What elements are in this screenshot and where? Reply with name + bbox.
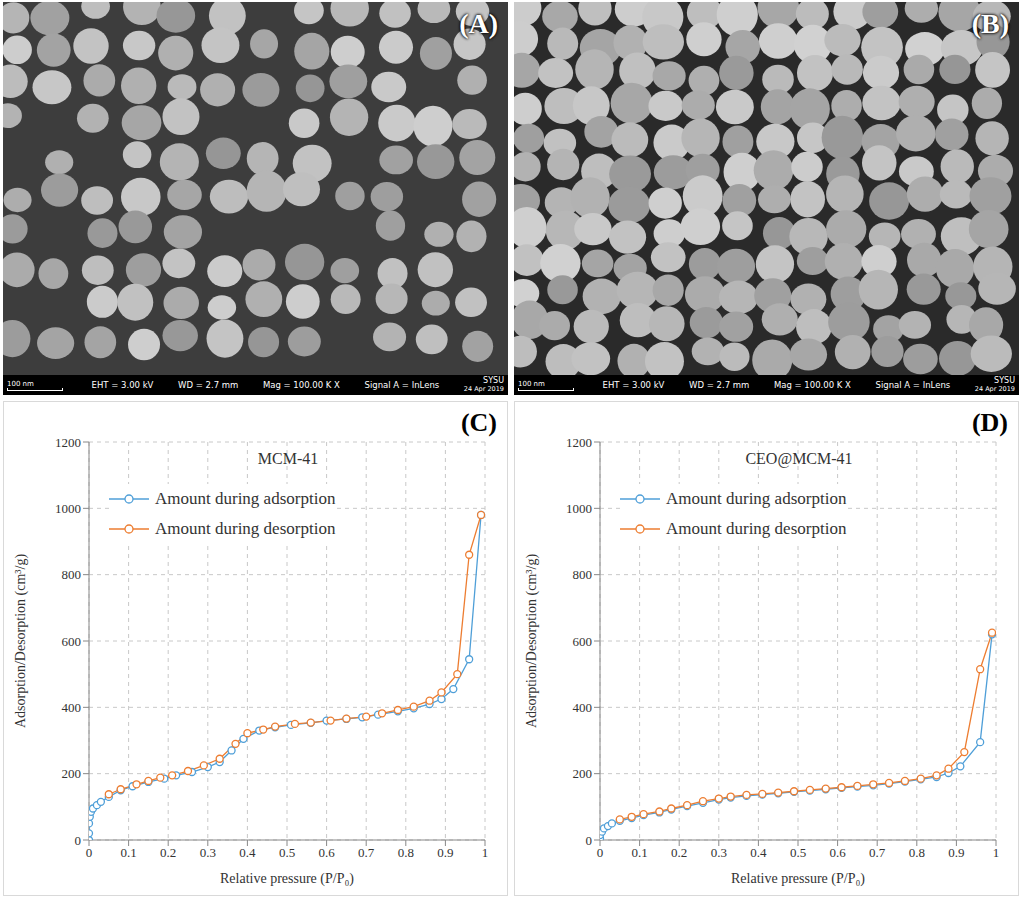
- svg-text:200: 200: [573, 766, 593, 781]
- html-text:100 nm: 100 nm: [7, 379, 34, 388]
- svg-text:0: 0: [86, 845, 93, 860]
- html-text:Amount during adsorption: Amount during adsorption: [666, 489, 847, 508]
- svg-text:1200: 1200: [55, 435, 81, 450]
- svg-text:Adsorption/Desorption (cm³/g): Adsorption/Desorption (cm³/g): [524, 554, 540, 728]
- svg-text:1000: 1000: [566, 501, 592, 516]
- svg-text:0.8: 0.8: [398, 845, 414, 860]
- svg-text:Relative pressure (P/P₀): Relative pressure (P/P₀): [220, 871, 354, 887]
- svg-text:400: 400: [573, 700, 593, 715]
- svg-text:800: 800: [62, 567, 82, 582]
- svg-text:1: 1: [993, 845, 1000, 860]
- html-text:Mag = 100.00 K X: Mag = 100.00 K X: [773, 380, 851, 390]
- html-text:SYSU: SYSU: [994, 376, 1015, 385]
- svg-text:0.4: 0.4: [239, 845, 256, 860]
- svg-text:0.3: 0.3: [200, 845, 216, 860]
- svg-text:0.1: 0.1: [631, 845, 647, 860]
- svg-text:0.7: 0.7: [869, 845, 886, 860]
- html-text:EHT = 3.00 kV: EHT = 3.00 kV: [91, 380, 154, 390]
- svg-text:1000: 1000: [55, 501, 81, 516]
- html-text:Signal A = InLens: Signal A = InLens: [364, 380, 440, 390]
- html-text:Mag = 100.00 K X: Mag = 100.00 K X: [262, 380, 340, 390]
- svg-text:0.4: 0.4: [750, 845, 767, 860]
- html-text:Amount during desorption: Amount during desorption: [666, 519, 847, 538]
- html-text:(C): (C): [460, 408, 497, 437]
- html-text:(D): (D): [971, 408, 1008, 437]
- html-text:Amount during desorption: Amount during desorption: [155, 519, 336, 538]
- svg-text:800: 800: [573, 567, 593, 582]
- svg-text:0.7: 0.7: [358, 845, 375, 860]
- svg-text:0.6: 0.6: [829, 845, 846, 860]
- svg-text:0.1: 0.1: [120, 845, 136, 860]
- html-text:100 nm: 100 nm: [518, 379, 545, 388]
- svg-text:0.9: 0.9: [437, 845, 453, 860]
- svg-text:0.2: 0.2: [160, 845, 176, 860]
- html-text:SYSU: SYSU: [483, 376, 504, 385]
- html-text:EHT = 3.00 kV: EHT = 3.00 kV: [602, 380, 665, 390]
- svg-text:400: 400: [62, 700, 82, 715]
- svg-text:0.6: 0.6: [318, 845, 335, 860]
- svg-text:0.3: 0.3: [711, 845, 727, 860]
- svg-text:1200: 1200: [566, 435, 592, 450]
- html-text:Signal A = InLens: Signal A = InLens: [875, 380, 951, 390]
- html-text:CEO@MCM-41: CEO@MCM-41: [745, 450, 853, 467]
- html-text:24 Apr 2019: 24 Apr 2019: [974, 385, 1015, 393]
- svg-text:0: 0: [75, 833, 82, 848]
- svg-text:0.8: 0.8: [909, 845, 925, 860]
- html-text:Amount during adsorption: Amount during adsorption: [155, 489, 336, 508]
- svg-text:0.2: 0.2: [671, 845, 687, 860]
- svg-text:200: 200: [62, 766, 82, 781]
- html-text:WD = 2.7 mm: WD = 2.7 mm: [178, 380, 239, 390]
- svg-text:0: 0: [597, 845, 604, 860]
- svg-text:0.5: 0.5: [790, 845, 806, 860]
- html-text:(B): (B): [971, 8, 1009, 39]
- html-text:(A): (A): [459, 8, 498, 39]
- svg-text:0.9: 0.9: [948, 845, 964, 860]
- svg-text:1: 1: [482, 845, 489, 860]
- html-text:WD = 2.7 mm: WD = 2.7 mm: [689, 380, 750, 390]
- svg-text:600: 600: [573, 634, 593, 649]
- html-text:MCM-41: MCM-41: [257, 450, 319, 467]
- svg-text:0.5: 0.5: [279, 845, 295, 860]
- svg-text:600: 600: [62, 634, 82, 649]
- svg-text:Adsorption/Desorption (cm³/g): Adsorption/Desorption (cm³/g): [13, 554, 29, 728]
- svg-text:0: 0: [586, 833, 593, 848]
- svg-text:Relative pressure (P/P₀): Relative pressure (P/P₀): [731, 871, 865, 887]
- html-text:24 Apr 2019: 24 Apr 2019: [463, 385, 504, 393]
